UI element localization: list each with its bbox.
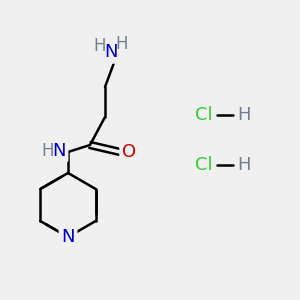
- Text: N: N: [52, 142, 66, 160]
- Text: H: H: [116, 35, 128, 53]
- Text: N: N: [104, 43, 118, 61]
- Text: Cl: Cl: [195, 106, 213, 124]
- Text: H: H: [237, 156, 250, 174]
- Text: H: H: [237, 106, 250, 124]
- Text: Cl: Cl: [195, 156, 213, 174]
- Text: N: N: [61, 228, 75, 246]
- Text: O: O: [122, 143, 136, 161]
- Text: H: H: [42, 142, 54, 160]
- Text: H: H: [94, 37, 106, 55]
